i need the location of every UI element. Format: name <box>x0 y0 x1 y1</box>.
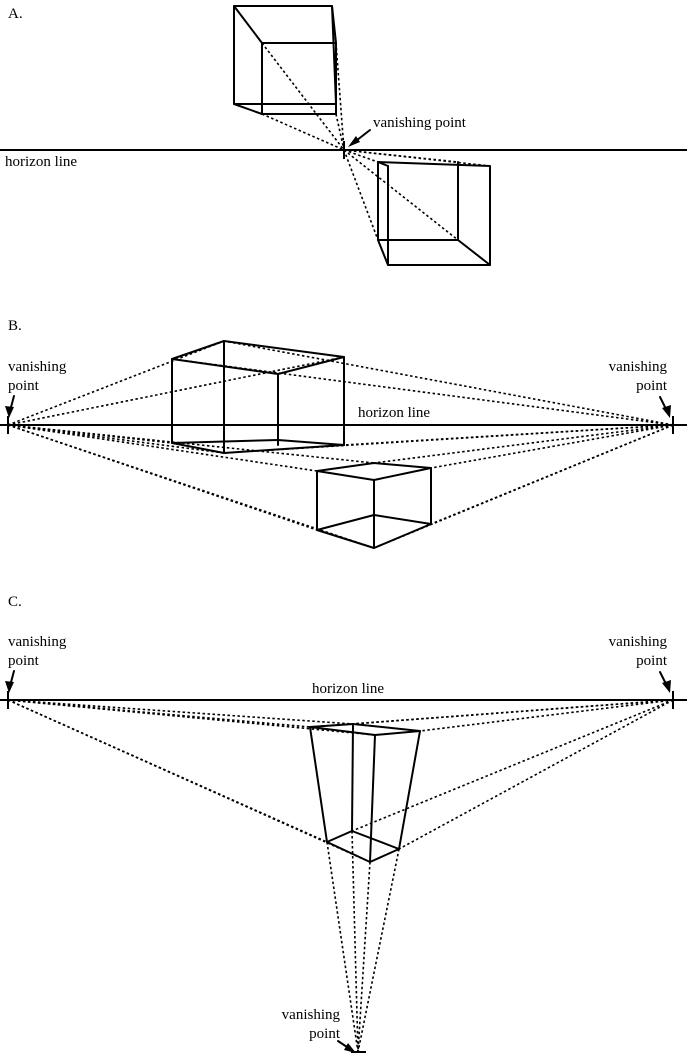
box-edge <box>369 734 376 863</box>
convergence-lines-a-upper <box>261 42 345 151</box>
construction-line <box>430 424 674 469</box>
construction-line <box>261 42 345 151</box>
construction-line <box>326 841 359 1053</box>
box-edge <box>171 439 279 444</box>
box-edge <box>374 730 421 736</box>
construction-line <box>357 848 400 1053</box>
arrow-b-right <box>659 396 671 418</box>
cube-edge <box>331 5 337 44</box>
horizon-label-b: horizon line <box>358 405 430 421</box>
cube-edge <box>377 161 389 167</box>
construction-line <box>7 424 225 454</box>
construction-line <box>7 699 354 725</box>
cube-edge <box>233 103 263 115</box>
construction-line <box>7 424 375 464</box>
construction-line <box>7 699 371 863</box>
construction-line <box>343 149 459 241</box>
vanishing-point-label-c-right-2: point <box>636 653 668 669</box>
section-b: B. horizon line <box>0 318 687 549</box>
construction-line <box>7 356 345 426</box>
box-edge <box>277 356 345 375</box>
box-upper-b <box>171 340 345 454</box>
box-edge <box>277 439 345 446</box>
section-a: A. horizon line <box>0 5 687 266</box>
construction-line <box>7 340 225 426</box>
cube-lower-a <box>377 161 491 266</box>
vanishing-point-label-b-right-2: point <box>636 378 668 394</box>
box-outline <box>171 340 345 454</box>
vanishing-point-label-b-right-1: vanishing <box>609 359 668 375</box>
construction-line <box>398 699 674 850</box>
convergence-lines-b-lower <box>7 424 674 549</box>
convergence-lines-a-lower <box>343 149 491 241</box>
section-a-letter: A. <box>8 6 23 22</box>
arrowhead-icon <box>662 405 671 418</box>
arrow-c-bottom <box>337 1040 356 1053</box>
construction-line <box>171 358 674 426</box>
box-edge <box>351 723 354 832</box>
vanishing-point-label-c-left-2: point <box>8 653 40 669</box>
construction-line <box>7 424 375 549</box>
cube-back-face <box>261 42 337 115</box>
box-edge <box>373 467 432 481</box>
vanishing-point-label-c-left-1: vanishing <box>8 634 67 650</box>
construction-line <box>419 699 674 732</box>
section-b-letter: B. <box>8 318 22 334</box>
cube-outline <box>377 161 491 266</box>
construction-line <box>7 699 376 736</box>
arrow-c-right <box>659 671 671 693</box>
construction-line <box>335 113 345 151</box>
construction-line <box>343 149 379 241</box>
section-c: C. horizon line <box>0 594 687 1053</box>
construction-line <box>261 113 345 151</box>
construction-line <box>351 830 359 1053</box>
vanishing-point-label-c-bottom-1: vanishing <box>282 1007 341 1023</box>
construction-line <box>373 424 674 464</box>
construction-line <box>343 149 379 163</box>
cube-upper-a <box>233 5 337 115</box>
construction-line <box>357 861 371 1053</box>
box-edge <box>351 830 400 850</box>
construction-line <box>343 149 491 167</box>
vanishing-point-label-a: vanishing point <box>373 115 467 131</box>
box-edge <box>309 726 376 736</box>
arrowhead-icon <box>344 1043 356 1053</box>
arrow-c-left <box>5 670 15 693</box>
arrowhead-icon <box>5 406 14 418</box>
arrowhead-icon <box>5 681 14 693</box>
arrowhead-icon <box>662 680 671 693</box>
vanishing-point-label-b-left-2: point <box>8 378 40 394</box>
construction-line <box>373 424 674 549</box>
arrowhead-icon <box>348 136 360 147</box>
section-c-letter: C. <box>8 594 22 610</box>
cube-front-face <box>233 5 337 105</box>
construction-line <box>223 424 674 454</box>
horizon-label-c: horizon line <box>312 681 384 697</box>
construction-line <box>223 340 674 426</box>
horizon-label-a: horizon line <box>5 154 77 170</box>
construction-line <box>7 424 318 472</box>
arrow-a <box>348 129 371 147</box>
construction-line <box>309 699 674 728</box>
arrow-b-left <box>5 395 15 418</box>
box-lower-b <box>316 462 432 549</box>
box-edge <box>373 514 432 525</box>
vanishing-point-label-c-bottom-2: point <box>309 1026 341 1042</box>
cube-edge <box>233 5 263 44</box>
cube-edge <box>457 239 491 266</box>
box-c <box>309 723 421 863</box>
construction-line <box>7 424 318 531</box>
box-edge <box>316 470 375 481</box>
vanishing-point-label-b-left-1: vanishing <box>8 359 67 375</box>
vanishing-point-label-c-right-1: vanishing <box>609 634 668 650</box>
convergence-lines-c <box>7 699 674 1053</box>
box-edge <box>326 830 353 843</box>
box-edge <box>316 514 375 531</box>
